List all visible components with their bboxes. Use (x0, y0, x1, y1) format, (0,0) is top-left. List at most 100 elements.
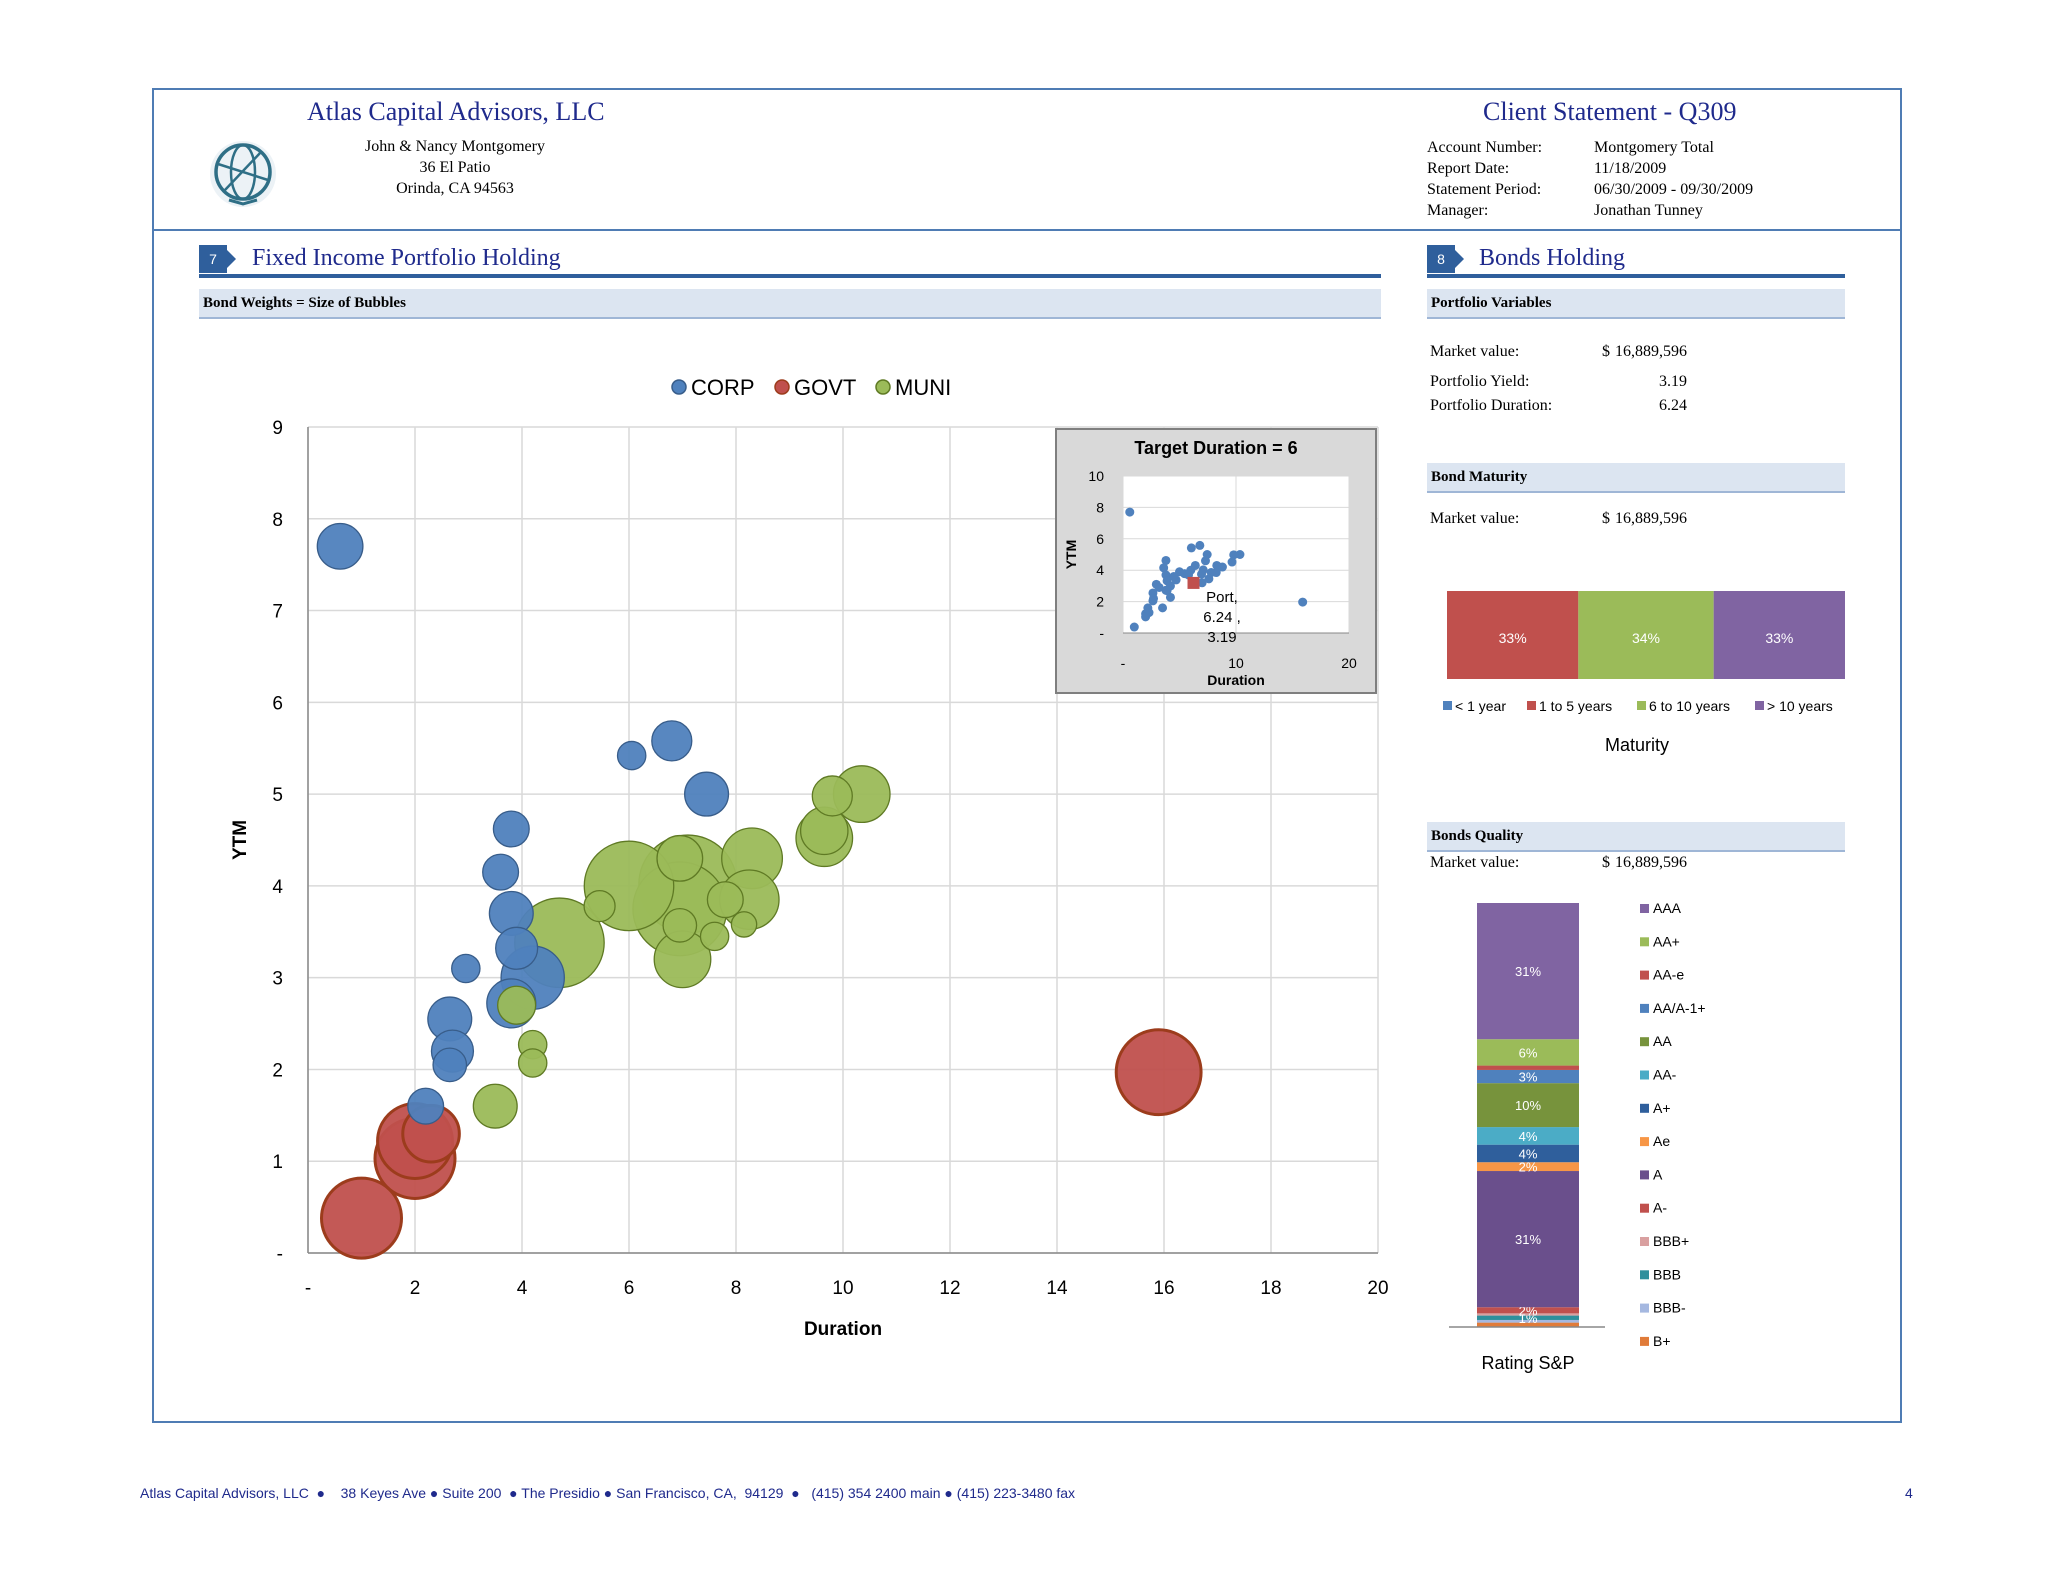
pv-yield-label: Portfolio Yield: (1430, 373, 1530, 390)
rating-legend-label: AA (1653, 1033, 1672, 1049)
rating-chart-title: Rating S&P (1481, 1353, 1574, 1373)
inset-point (1162, 586, 1172, 596)
inset-x-tick-label: 10 (1228, 655, 1244, 671)
bubble-muni (699, 921, 730, 952)
x-tick-label: 4 (517, 1278, 528, 1299)
bubble-corp (651, 720, 693, 762)
rating-legend-swatch (1640, 1003, 1649, 1013)
y-tick-label: 4 (272, 877, 283, 898)
rating-segment (1477, 1127, 1579, 1145)
x-tick-label: 18 (1260, 1278, 1281, 1299)
client-city: Orinda, CA 94563 (396, 180, 514, 197)
inset-point (1159, 563, 1169, 573)
rating-legend-label: BBB (1653, 1266, 1681, 1282)
bubble-corp (495, 926, 539, 970)
rating-legend-swatch (1640, 1103, 1649, 1113)
inset-point (1204, 574, 1214, 584)
rating-legend-swatch (1640, 1303, 1649, 1313)
inset-x-axis-title: Duration (1207, 672, 1265, 688)
bubble-corp (482, 853, 520, 891)
statement-frame (152, 88, 1902, 1423)
inset-y-tick-label: 10 (1088, 468, 1104, 484)
rating-segment-label: 4% (1519, 1129, 1538, 1144)
rating-legend-label: A- (1653, 1200, 1667, 1216)
rating-segment-label: 2% (1519, 1160, 1538, 1175)
field-value: 11/18/2009 (1594, 160, 1667, 177)
rating-segment (1477, 1083, 1579, 1128)
inset-point (1154, 582, 1164, 592)
rating-segment (1477, 1307, 1579, 1314)
inset-point (1165, 592, 1175, 602)
rating-legend-label: AA-e (1653, 967, 1684, 983)
field-label: Account Number: (1427, 139, 1543, 156)
inset-port-annotation: Port, (1206, 589, 1238, 606)
inset-point (1125, 507, 1135, 517)
pv-yield-row: Portfolio Yield: 3.19 (1430, 373, 1687, 393)
rating-segment (1477, 1322, 1579, 1327)
client-name: John & Nancy Montgomery (365, 138, 545, 155)
inset-y-axis-title: YTM (1063, 540, 1079, 570)
x-tick-label: 2 (410, 1278, 421, 1299)
maturity-legend-label: 1 to 5 years (1539, 698, 1612, 714)
field-value: 06/30/2009 - 09/30/2009 (1594, 181, 1754, 198)
maturity-legend-swatch (1443, 701, 1452, 710)
y-axis-title: YTM (230, 820, 251, 860)
inset-y-tick-label: 8 (1096, 499, 1104, 515)
statement-title: Client Statement - Q309 (1483, 97, 1737, 126)
x-tick-label: 12 (939, 1278, 960, 1299)
inset-chart-title: Target Duration = 6 (1134, 438, 1297, 458)
y-tick-label: 3 (272, 969, 283, 990)
bubble-corp (407, 1087, 445, 1125)
inset-port-marker (1187, 576, 1200, 589)
firm-name: Atlas Capital Advisors, LLC (307, 97, 605, 126)
bq-market-value: 16,889,596 (1615, 854, 1687, 871)
inset-point (1298, 597, 1308, 607)
legend-label-govt: GOVT (794, 375, 856, 400)
bubble-govt (320, 1176, 403, 1260)
account-number-row: Account Number: Montgomery Total (1427, 137, 1753, 158)
bubble-corp (316, 522, 364, 570)
rating-segment-label: 6% (1519, 1045, 1538, 1060)
field-label: Statement Period: (1427, 181, 1542, 198)
rating-legend-swatch (1640, 1270, 1649, 1280)
inset-point (1227, 557, 1237, 567)
bm-market-value-label: Market value: (1430, 510, 1520, 527)
maturity-chart-title: Maturity (1605, 735, 1669, 755)
statement-period-row: Statement Period: 06/30/2009 - 09/30/2009 (1427, 179, 1753, 200)
y-tick-label: 6 (272, 693, 283, 714)
rating-segment (1477, 1315, 1579, 1320)
field-label: Manager: (1427, 202, 1489, 219)
x-axis-title: Duration (804, 1319, 882, 1340)
bubble-muni (811, 775, 853, 817)
rating-legend-swatch (1640, 1170, 1649, 1180)
rating-legend-label: B+ (1653, 1333, 1671, 1349)
account-info: Account Number: Montgomery Total Report D… (1427, 137, 1753, 221)
legend-marker-corp (671, 379, 687, 395)
y-tick-label: - (277, 1244, 283, 1265)
bubble-muni (730, 911, 758, 938)
rating-legend-label: AA- (1653, 1067, 1677, 1083)
rating-segment (1477, 1319, 1579, 1323)
inset-point (1197, 578, 1207, 588)
rating-legend-label: AA/A-1+ (1653, 1000, 1706, 1016)
manager-row: Manager: Jonathan Tunney (1427, 200, 1753, 221)
inset-point (1169, 571, 1179, 581)
rating-legend-label: AAA (1653, 900, 1682, 916)
field-value: Jonathan Tunney (1594, 202, 1703, 219)
section-rule (199, 274, 1381, 278)
x-tick-label: 10 (832, 1278, 853, 1299)
rating-segment (1477, 1313, 1579, 1316)
inset-point (1186, 543, 1196, 553)
bonds-quality-band: Bonds Quality (1427, 822, 1845, 852)
rating-legend-swatch (1640, 1037, 1649, 1047)
maturity-segment-label: 33% (1499, 630, 1527, 646)
x-tick-label: 16 (1153, 1278, 1174, 1299)
section-number-badge: 8 (1427, 245, 1464, 273)
inset-port-annotation: 3.19 (1207, 629, 1236, 646)
rating-legend-swatch (1640, 1237, 1649, 1246)
rating-legend-label: BBB+ (1653, 1233, 1689, 1249)
bond-weights-band: Bond Weights = Size of Bubbles (199, 289, 1381, 319)
rating-segment (1477, 1069, 1579, 1084)
pv-yield: 3.19 (1659, 373, 1687, 390)
